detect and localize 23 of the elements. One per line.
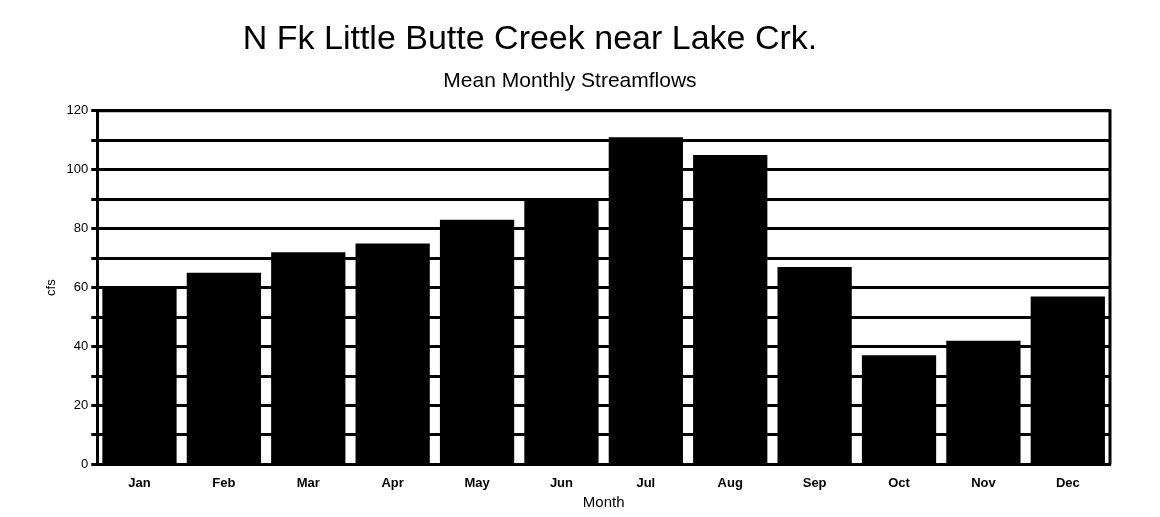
- y-tick-label: 80: [73, 220, 89, 236]
- y-tick-label: 0: [81, 455, 89, 471]
- x-tick-label: Aug: [717, 474, 743, 490]
- chart-title: N Fk Little Butte Creek near Lake Crk.: [241, 18, 819, 57]
- y-axis-title: cfs: [43, 278, 59, 296]
- y-tick-label: 20: [73, 397, 89, 413]
- y-tick-label: 120: [66, 102, 89, 118]
- y-tick-label: 60: [73, 279, 89, 295]
- x-tick-label: Jan: [128, 474, 151, 490]
- x-axis-title: Month: [582, 493, 625, 511]
- x-tick-label: Feb: [212, 474, 236, 490]
- x-tick-label: Nov: [971, 474, 997, 490]
- x-tick-label: Dec: [1055, 474, 1080, 490]
- x-tick-label: May: [464, 474, 491, 490]
- y-tick-label: 40: [73, 338, 89, 354]
- x-tick-label: Jul: [636, 474, 656, 490]
- chart-subtitle: Mean Monthly Streamflows: [442, 68, 698, 92]
- x-tick-label: Oct: [888, 474, 911, 490]
- x-tick-label: Apr: [381, 474, 404, 490]
- x-tick-label: Mar: [296, 474, 320, 490]
- x-tick-label: Jun: [549, 474, 574, 490]
- x-tick-label: Sep: [802, 474, 827, 490]
- y-tick-label: 100: [66, 161, 89, 177]
